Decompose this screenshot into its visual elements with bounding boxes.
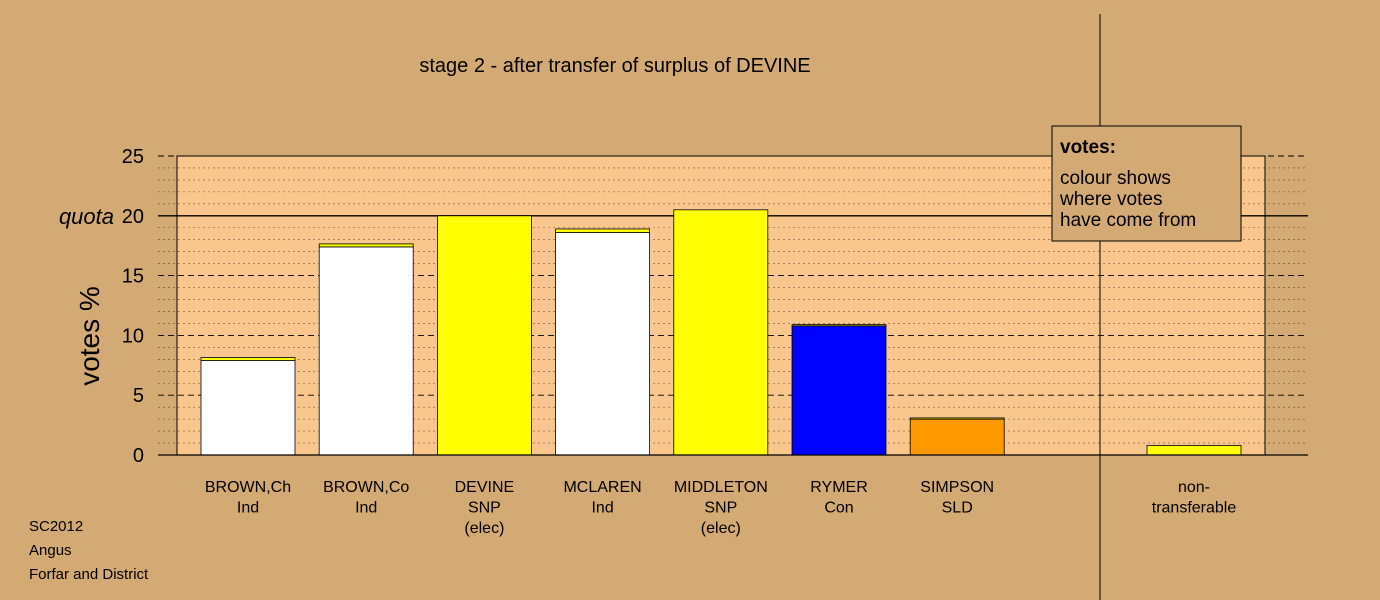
- category-label: BROWN,Co: [323, 479, 409, 496]
- footer-ward: Forfar and District: [29, 566, 149, 583]
- footer-council: Angus: [29, 542, 72, 559]
- bar-segment: [909, 418, 1005, 456]
- category-label: MCLAREN: [563, 479, 641, 496]
- bar-segment: [436, 215, 532, 456]
- nontransferable-bar-segment: [1146, 445, 1242, 456]
- category-label: BROWN,Ch: [205, 479, 291, 496]
- category-label: RYMER: [810, 479, 868, 496]
- bar-segment: [200, 360, 296, 456]
- legend-box: [1051, 125, 1242, 242]
- bar-segment: [318, 246, 414, 456]
- y-tick-label: 5: [133, 385, 144, 407]
- bar-segment: [673, 209, 769, 456]
- footer-election: SC2012: [29, 518, 84, 535]
- legend-line: colour shows: [1060, 168, 1171, 189]
- category-label: (elec): [464, 520, 504, 537]
- chart-title: stage 2 - after transfer of surplus of D…: [419, 55, 810, 77]
- category-label: transferable: [1152, 500, 1237, 517]
- category-label: SLD: [942, 500, 973, 517]
- bar-segment: [200, 357, 296, 361]
- legend-line: where votes: [1059, 189, 1162, 210]
- y-tick-label: 10: [122, 325, 144, 347]
- y-tick-label: 20: [122, 206, 144, 228]
- y-tick-label: 25: [122, 146, 144, 168]
- category-label: Ind: [591, 500, 613, 517]
- legend-line: have come from: [1060, 210, 1196, 231]
- bar-segment: [555, 228, 650, 233]
- category-label: Con: [824, 500, 853, 517]
- category-label: MIDDLETON: [674, 479, 768, 496]
- category-label: SNP: [704, 500, 737, 517]
- bar-segment: [791, 325, 887, 456]
- category-label: non-: [1178, 479, 1210, 496]
- legend: votes: colour shows where votes have com…: [1051, 125, 1242, 242]
- category-label: DEVINE: [455, 479, 515, 496]
- bar-segment: [909, 417, 1005, 420]
- legend-title: votes:: [1060, 137, 1116, 158]
- bar-segment: [791, 324, 887, 327]
- category-label: Ind: [237, 500, 259, 517]
- category-label: SIMPSON: [920, 479, 994, 496]
- y-axis-label: votes %: [74, 286, 105, 386]
- y-tick-label: 0: [133, 445, 144, 467]
- y-tick-label: 15: [122, 266, 144, 288]
- bar-segment: [555, 232, 650, 456]
- category-label: (elec): [701, 520, 741, 537]
- quota-label: quota: [59, 204, 114, 229]
- bar-segment: [318, 243, 414, 248]
- category-label: Ind: [355, 500, 377, 517]
- category-label: SNP: [468, 500, 501, 517]
- plot-area: 0 5 10 15 20 25 quota BROWN,Ch Ind BROWN,Co Ind DEV…: [59, 14, 1308, 600]
